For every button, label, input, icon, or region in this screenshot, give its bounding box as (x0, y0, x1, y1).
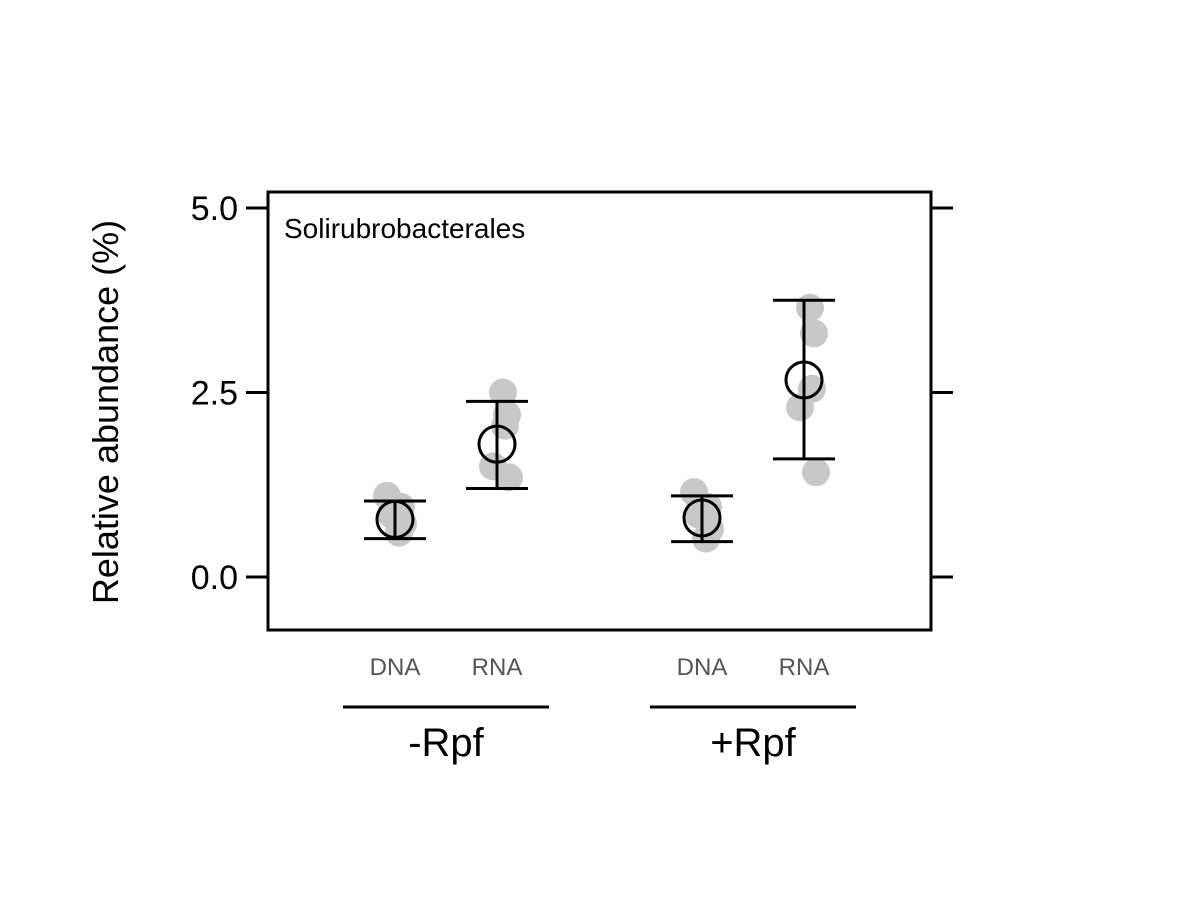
panel-label: Solirubrobacterales (284, 213, 525, 244)
data-point (495, 463, 523, 492)
data-points (373, 293, 830, 553)
x-axis-labels: DNA RNA -Rpf DNA RNA +Rpf (343, 654, 856, 765)
x-subgroup-label: RNA (472, 654, 523, 681)
mean-marker (682, 498, 722, 538)
summary-markers (364, 298, 835, 544)
data-point (800, 319, 828, 348)
x-subgroup-label: DNA (677, 654, 728, 681)
y-axis-ticks: 0.0 2.5 5.0 (191, 190, 953, 597)
y-tick-label: 2.5 (191, 375, 238, 413)
y-tick-label: 0.0 (191, 559, 238, 597)
mean-marker (477, 424, 517, 464)
data-point (786, 393, 814, 422)
x-subgroup-label: RNA (779, 654, 830, 681)
data-point (796, 293, 824, 322)
mean-marker (784, 360, 824, 400)
data-point (802, 458, 830, 487)
plot-frame (266, 190, 933, 632)
data-point (489, 378, 517, 407)
x-group-label: -Rpf (408, 721, 484, 765)
y-axis-label: Relative abundance (%) (85, 220, 126, 604)
mean-marker (375, 499, 415, 539)
x-group-label: +Rpf (710, 721, 796, 765)
y-tick-label: 5.0 (191, 190, 238, 228)
x-subgroup-label: DNA (370, 654, 421, 681)
